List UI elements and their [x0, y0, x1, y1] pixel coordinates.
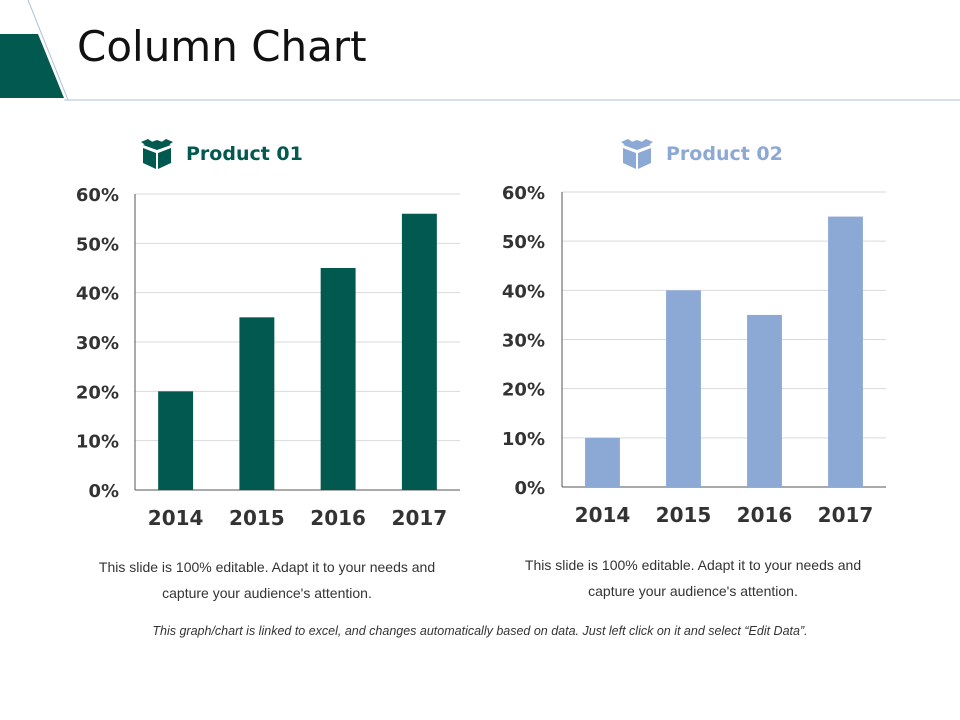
header-accent-shape	[0, 34, 64, 98]
product-02-y-tick-label: 60%	[502, 183, 545, 204]
product-01-bar-2015	[239, 317, 275, 490]
caption-line: capture your audience's attention.	[162, 585, 372, 601]
header-diagonal-line	[27, 0, 69, 101]
caption-line: capture your audience's attention.	[588, 583, 798, 599]
product-01-label: Product 01	[186, 143, 303, 165]
footnote: This graph/chart is linked to excel, and…	[152, 624, 808, 638]
product-01-header: Product 01	[140, 136, 303, 172]
page-title: Column Chart	[77, 22, 367, 71]
product-01-x-tick-label: 2014	[148, 506, 204, 530]
product-02-bar-2017	[828, 216, 863, 488]
product-02-bar-2014	[585, 437, 620, 487]
product-02-bar-2016	[747, 314, 782, 487]
product-01-bar-2017	[401, 213, 437, 490]
product-02-y-tick-label: 30%	[502, 331, 545, 352]
product-01-caption: This slide is 100% editable. Adapt it to…	[77, 554, 457, 606]
box-icon	[621, 139, 653, 169]
product-02-bar-2015	[666, 290, 701, 487]
box-icon	[141, 139, 173, 169]
product-02-y-tick-label: 0%	[514, 478, 545, 499]
product-02-x-tick-label: 2017	[818, 503, 874, 527]
product-01-y-tick-label: 40%	[76, 284, 119, 305]
product-01-y-tick-label: 10%	[76, 432, 119, 453]
product-01-y-tick-label: 60%	[76, 185, 119, 206]
product-02-caption: This slide is 100% editable. Adapt it to…	[503, 552, 883, 604]
header-decoration	[0, 0, 960, 101]
product-02-header: Product 02	[620, 136, 783, 172]
product-01-y-tick-label: 20%	[76, 382, 119, 403]
product-02-x-tick-label: 2016	[737, 503, 793, 527]
product-02-y-tick-label: 40%	[502, 281, 545, 302]
product-02-y-tick-label: 10%	[502, 429, 545, 450]
product-02-x-tick-label: 2015	[656, 503, 712, 527]
product-02-label: Product 02	[666, 143, 783, 165]
product-01-y-tick-label: 30%	[76, 333, 119, 354]
product-01-y-tick-label: 0%	[88, 481, 119, 502]
product-01-bar-2014	[158, 391, 194, 490]
caption-line: This slide is 100% editable. Adapt it to…	[98, 559, 436, 575]
product-02-y-tick-label: 20%	[502, 380, 545, 401]
product-01-x-tick-label: 2017	[392, 506, 448, 530]
product-01-bar-2016	[320, 268, 356, 490]
product-01-x-tick-label: 2016	[310, 506, 366, 530]
product-01-y-tick-label: 50%	[76, 234, 119, 255]
product-01-x-tick-label: 2015	[229, 506, 285, 530]
product-02-x-tick-label: 2014	[575, 503, 631, 527]
product-02-y-tick-label: 50%	[502, 232, 545, 253]
caption-line: This slide is 100% editable. Adapt it to…	[524, 557, 862, 573]
